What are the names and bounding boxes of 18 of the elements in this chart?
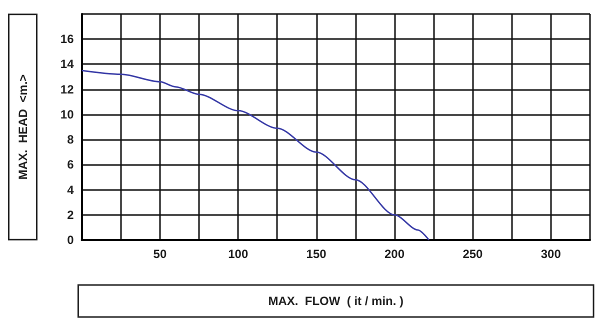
- line-series: [81, 70, 430, 241]
- y-tick-label: 8: [67, 132, 74, 147]
- y-tick-label: 6: [67, 158, 74, 172]
- x-tick-label: 200: [384, 247, 405, 261]
- y-tick-label: 10: [60, 107, 74, 122]
- x-tick-label: 300: [540, 247, 562, 261]
- x-tick-label: 50: [153, 247, 167, 261]
- x-tick-label: 250: [462, 247, 484, 261]
- y-tick-label: 12: [60, 82, 74, 96]
- y-tick-label: 0: [67, 233, 74, 247]
- x-axis-title: MAX. FLOW ( it / min. ): [268, 294, 404, 308]
- y-tick-label: 14: [60, 57, 74, 72]
- y-axis-title: MAX. HEAD <m.>: [16, 74, 30, 180]
- y-tick-label: 2: [67, 208, 74, 222]
- x-tick-label: 150: [306, 247, 327, 261]
- y-tick-label: 16: [60, 32, 74, 46]
- y-tick-label: 4: [67, 182, 74, 197]
- x-tick-label: 100: [228, 247, 248, 261]
